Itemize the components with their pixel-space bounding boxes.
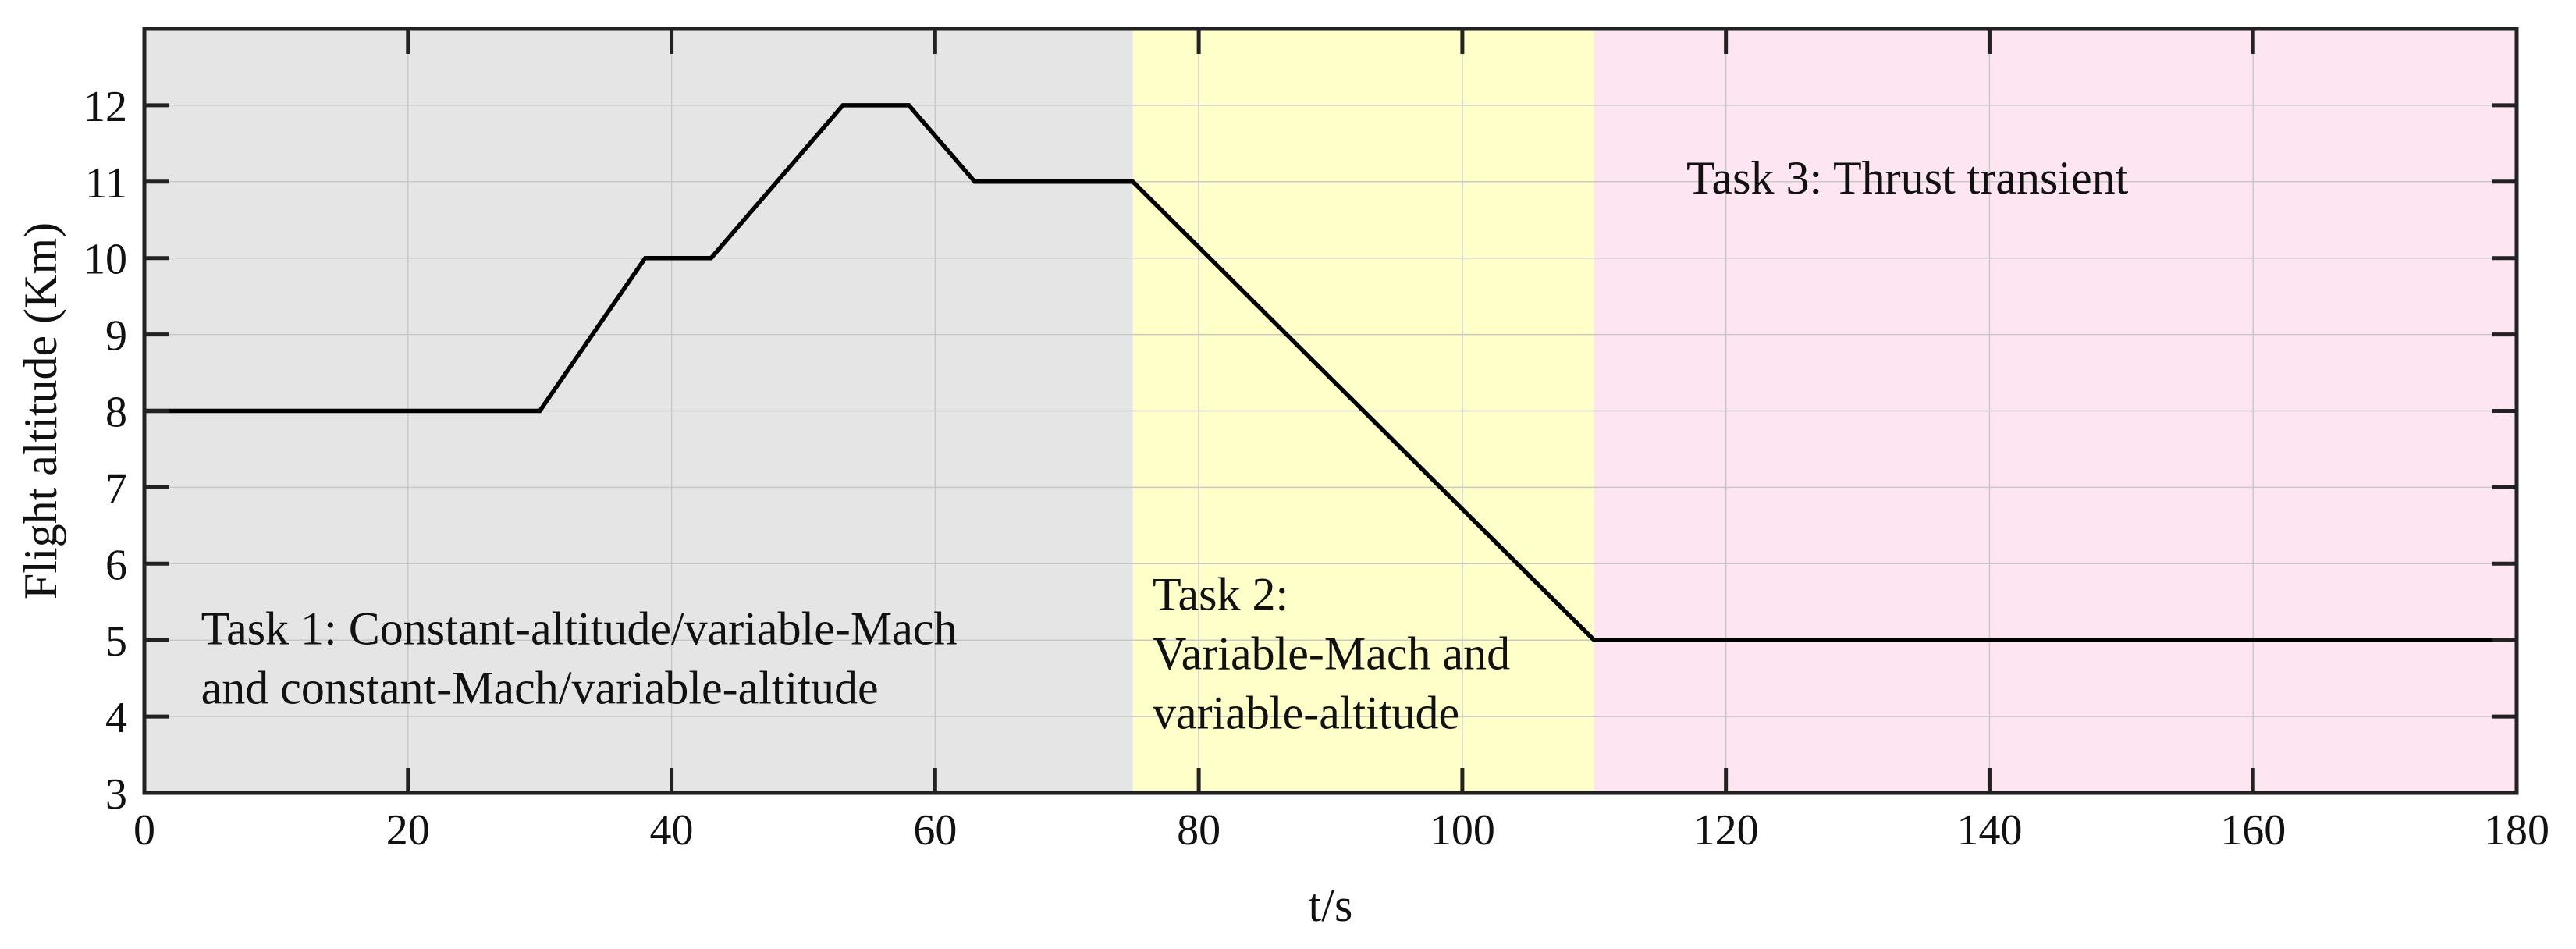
- x-axis-label: t/s: [1309, 880, 1353, 931]
- y-tick-label: 6: [105, 541, 127, 589]
- task-label-line: Task 1: Constant-altitude/variable-Mach: [201, 603, 958, 655]
- task-label-line: Variable-Mach and: [1153, 627, 1510, 679]
- grid: [144, 29, 2517, 793]
- region-annotations: Task 1: Constant-altitude/variable-Mach a…: [201, 152, 2129, 739]
- x-tick-label: 20: [386, 806, 430, 855]
- task-label-2: Task 2: Variable-Mach and variable-altitud…: [1153, 568, 1510, 738]
- task-label-line: variable-altitude: [1153, 687, 1459, 738]
- tick-labels: 0 20 40 60 80 100 120 140 160 180 3 4 5 6 7 8 9 10 11 12: [83, 83, 2549, 855]
- tick-marks: [144, 29, 2517, 793]
- x-tick-label: 120: [1693, 806, 1759, 855]
- x-tick-label: 0: [133, 806, 155, 855]
- x-tick-label: 160: [2220, 806, 2286, 855]
- task-label-line: Task 3: Thrust transient: [1686, 152, 2129, 204]
- y-tick-label: 10: [83, 236, 127, 284]
- task-label-line: and constant-Mach/variable-altitude: [201, 663, 879, 714]
- series-layer: [144, 103, 2517, 642]
- x-tick-label: 100: [1430, 806, 1495, 855]
- y-tick-label: 3: [105, 770, 127, 819]
- altitude-line: [144, 103, 2517, 642]
- x-tick-label: 80: [1177, 806, 1220, 855]
- y-tick-label: 5: [105, 617, 127, 666]
- y-tick-label: 8: [105, 389, 127, 437]
- y-tick-label: 9: [105, 312, 127, 361]
- y-tick-label: 7: [105, 464, 127, 513]
- x-tick-label: 40: [650, 806, 694, 855]
- x-tick-label: 140: [1956, 806, 2022, 855]
- y-tick-label: 4: [105, 694, 127, 742]
- task-label-3: Task 3: Thrust transient: [1686, 152, 2129, 204]
- x-tick-label: 180: [2484, 806, 2549, 855]
- task-label-line: Task 2:: [1153, 568, 1288, 620]
- y-tick-label: 11: [85, 159, 127, 208]
- y-axis-label: Flight altitude (Km): [15, 222, 66, 599]
- y-tick-label: 12: [83, 83, 127, 131]
- x-tick-label: 60: [913, 806, 957, 855]
- task-label-1: Task 1: Constant-altitude/variable-Mach a…: [201, 603, 958, 714]
